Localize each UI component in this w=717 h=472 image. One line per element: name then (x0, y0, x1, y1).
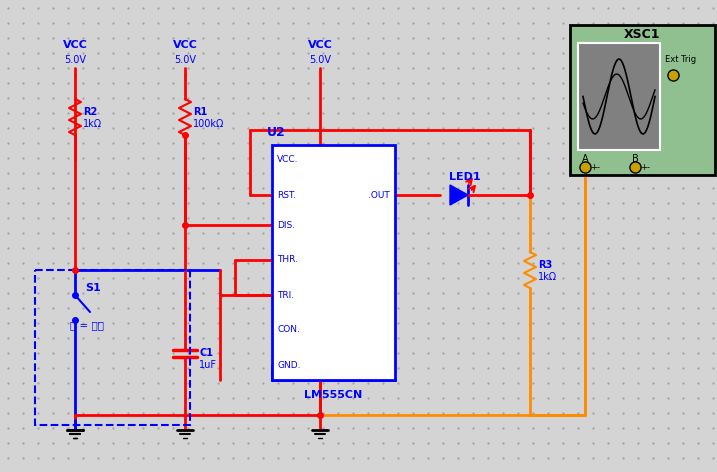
Text: B: B (632, 154, 638, 164)
Text: -: - (647, 163, 650, 172)
Text: A: A (581, 154, 589, 164)
Text: 5.0V: 5.0V (309, 55, 331, 65)
Text: R3: R3 (538, 260, 552, 270)
Text: THR.: THR. (277, 255, 298, 264)
Text: 1uF: 1uF (199, 360, 217, 370)
Text: +: + (640, 163, 647, 172)
Text: R1: R1 (193, 107, 207, 117)
Text: VCC: VCC (308, 40, 333, 50)
Text: DIS.: DIS. (277, 220, 295, 229)
Polygon shape (450, 185, 468, 205)
Text: 键 = 空格: 键 = 空格 (70, 320, 104, 330)
Text: RST.: RST. (277, 191, 296, 200)
Text: U2: U2 (267, 126, 286, 140)
Text: 0.1uF: 0.1uF (285, 370, 312, 380)
Text: LM555CN: LM555CN (305, 390, 363, 400)
Text: 1kΩ: 1kΩ (538, 272, 557, 282)
Text: +: + (590, 163, 597, 172)
Text: TRI.: TRI. (277, 290, 294, 300)
Bar (570, 25, 715, 175)
Text: LED1: LED1 (449, 172, 481, 182)
Text: GND.: GND. (277, 361, 300, 370)
Text: 100kΩ: 100kΩ (193, 119, 224, 129)
Text: XSC1: XSC1 (625, 28, 661, 42)
Bar (272, 145, 395, 380)
Text: 5.0V: 5.0V (174, 55, 196, 65)
Text: VCC.: VCC. (277, 155, 298, 165)
Text: R2: R2 (83, 107, 98, 117)
Bar (35, 270, 190, 425)
Text: 1kΩ: 1kΩ (83, 119, 102, 129)
Text: CON.: CON. (277, 326, 300, 335)
Bar (578, 43, 660, 150)
Text: S1: S1 (85, 283, 101, 293)
Text: C2: C2 (285, 358, 299, 368)
Text: -: - (597, 163, 600, 172)
Text: VCC: VCC (173, 40, 197, 50)
Text: Ext Trig: Ext Trig (665, 56, 696, 65)
Text: C1: C1 (199, 348, 213, 358)
Text: 5.0V: 5.0V (64, 55, 86, 65)
Text: .OUT: .OUT (369, 191, 390, 200)
Text: VCC: VCC (62, 40, 87, 50)
